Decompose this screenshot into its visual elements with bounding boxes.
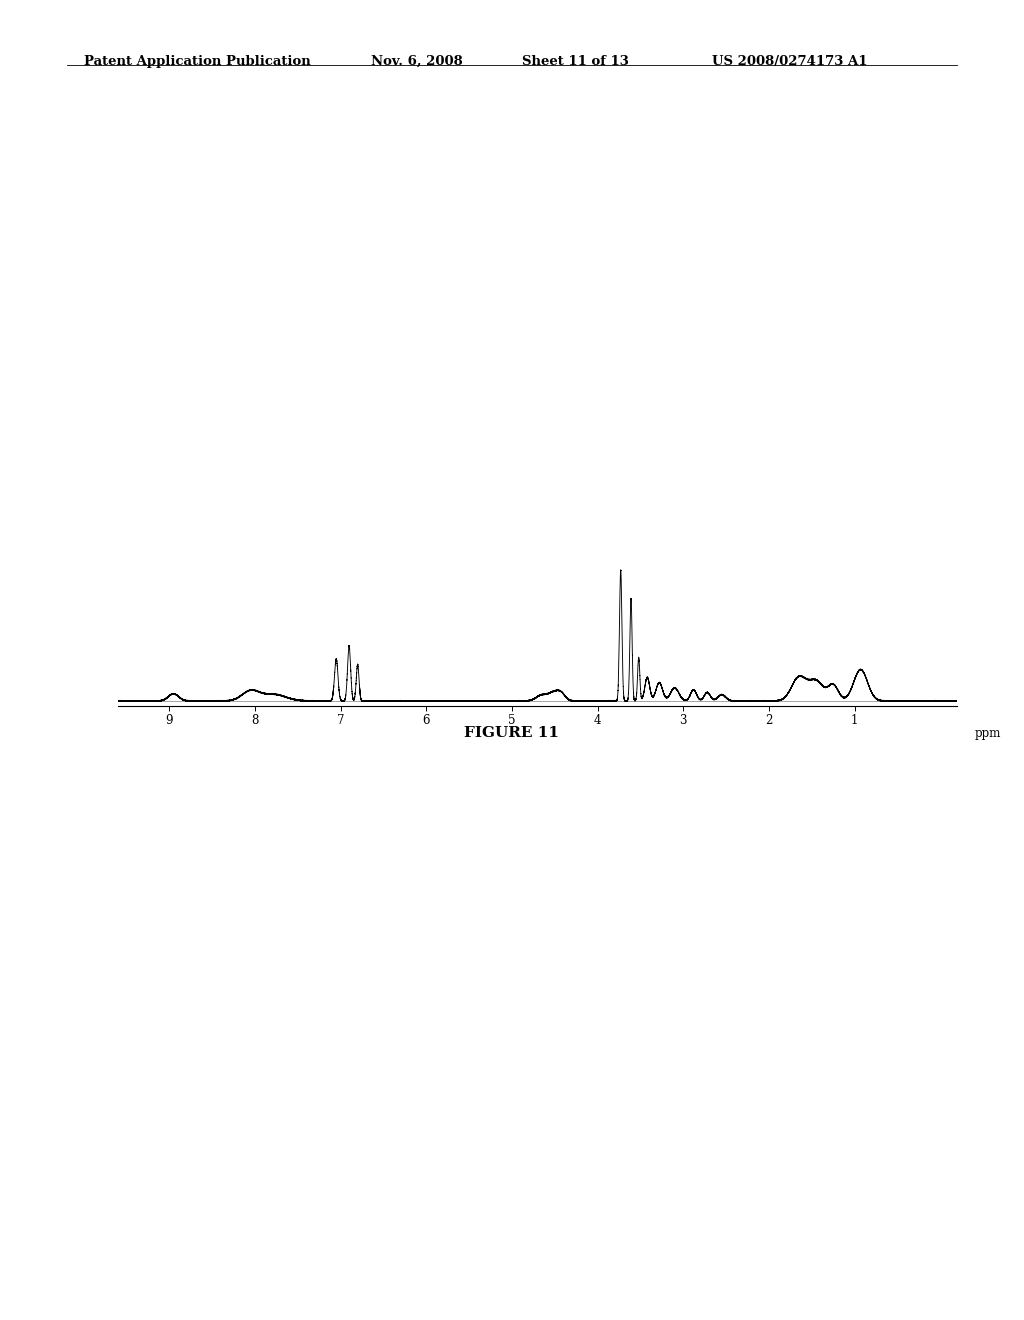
Text: Nov. 6, 2008: Nov. 6, 2008 [371, 54, 463, 67]
Text: US 2008/0274173 A1: US 2008/0274173 A1 [712, 54, 867, 67]
Text: FIGURE 11: FIGURE 11 [465, 726, 559, 741]
Text: Sheet 11 of 13: Sheet 11 of 13 [522, 54, 629, 67]
Text: ppm: ppm [974, 727, 1000, 741]
Text: Patent Application Publication: Patent Application Publication [84, 54, 310, 67]
